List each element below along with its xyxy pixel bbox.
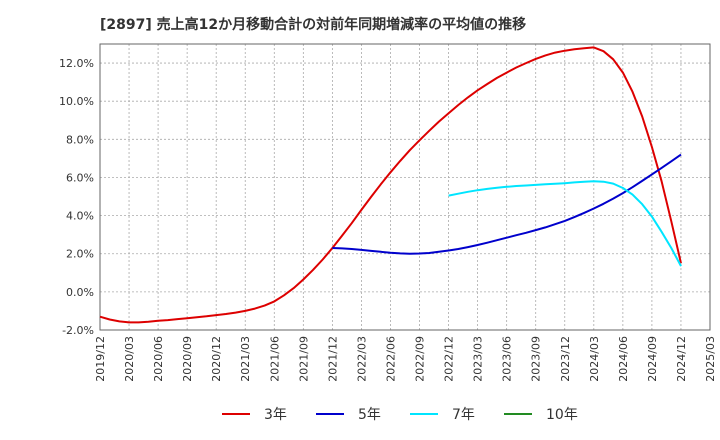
legend-label: 3年: [264, 407, 287, 423]
y-tick-label: 12.0%: [59, 57, 94, 70]
y-tick-label: 6.0%: [66, 171, 94, 184]
x-tick-label: 2020/09: [181, 336, 194, 382]
x-tick-label: 2020/12: [210, 336, 223, 382]
legend-label: 5年: [358, 407, 381, 423]
x-tick-label: 2025/03: [704, 336, 717, 382]
legend: 3年 5年 7年 10年: [222, 407, 578, 423]
x-tick-label: 2020/03: [123, 336, 136, 382]
chart-title: [2897] 売上高12か月移動合計の対前年同期増減率の平均値の推移: [100, 16, 526, 33]
y-axis-ticks: -2.0% 0.0% 2.0% 4.0% 6.0% 8.0% 10.0% 12.0%: [59, 57, 94, 337]
legend-label: 7年: [452, 407, 475, 423]
legend-label: 10年: [546, 407, 578, 423]
y-tick-label: 0.0%: [66, 286, 94, 299]
x-tick-label: 2019/12: [94, 336, 107, 382]
x-tick-label: 2021/09: [297, 336, 310, 382]
y-tick-label: 8.0%: [66, 133, 94, 146]
y-tick-label: 2.0%: [66, 248, 94, 261]
x-tick-label: 2023/09: [530, 336, 543, 382]
x-tick-label: 2024/09: [646, 336, 659, 382]
y-tick-label: 10.0%: [59, 95, 94, 108]
x-tick-label: 2024/03: [588, 336, 601, 382]
y-tick-label: 4.0%: [66, 210, 94, 223]
series-line-7年: [448, 180, 682, 267]
series-group: [99, 46, 682, 324]
x-tick-label: 2023/12: [559, 336, 572, 382]
x-tick-label: 2021/12: [326, 336, 339, 382]
x-tick-label: 2023/03: [472, 336, 485, 382]
plot-frame: [99, 43, 711, 331]
x-tick-label: 2022/06: [384, 336, 397, 382]
x-tick-label: 2023/06: [501, 336, 514, 382]
x-axis-ticks: 2019/12 2020/03 2020/06 2020/09 2020/12 2021/…: [94, 336, 717, 382]
series-line-3年: [99, 46, 682, 324]
y-tick-label: -2.0%: [62, 324, 94, 337]
x-tick-label: 2024/12: [675, 336, 688, 382]
x-tick-label: 2020/06: [152, 336, 165, 382]
x-tick-label: 2024/06: [617, 336, 630, 382]
x-tick-label: 2021/06: [268, 336, 281, 382]
series-line-5年: [332, 153, 682, 255]
x-tick-label: 2021/03: [239, 336, 252, 382]
axes: [99, 43, 711, 331]
x-tick-label: 2022/09: [414, 336, 427, 382]
x-tick-label: 2022/12: [443, 336, 456, 382]
x-tick-label: 2022/03: [355, 336, 368, 382]
